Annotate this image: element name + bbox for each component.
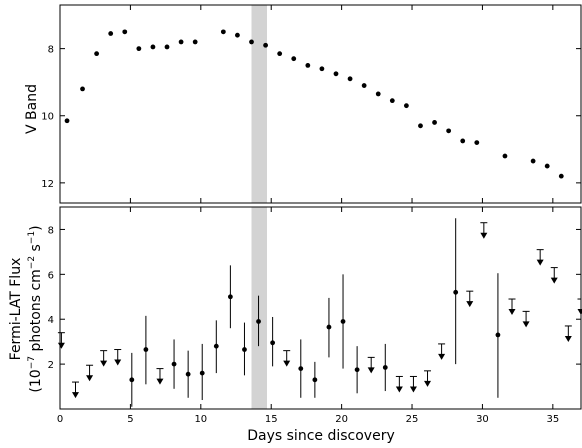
flux-point — [383, 365, 388, 370]
vband-point — [193, 40, 198, 45]
upper-limit-arrow — [438, 354, 445, 360]
vband-point — [404, 103, 409, 108]
flux-x-tick-label: 0 — [57, 414, 63, 425]
upper-limit-arrow — [283, 361, 290, 367]
vband-point — [165, 45, 170, 50]
flux-point — [327, 325, 332, 330]
flux-point — [496, 333, 501, 338]
vband-point — [390, 98, 395, 103]
flux-x-tick-label: 5 — [127, 414, 133, 425]
vband-point — [446, 128, 451, 133]
vband-plot-frame — [60, 5, 581, 203]
upper-limit-arrow — [523, 321, 530, 327]
flux-x-tick-label: 15 — [265, 414, 278, 425]
vband-point — [376, 92, 381, 97]
flux-point — [355, 367, 360, 372]
vband-point — [108, 31, 113, 36]
vband-point — [305, 63, 310, 68]
vband-point — [277, 51, 282, 56]
vband-point — [348, 76, 353, 81]
upper-limit-arrow — [565, 336, 572, 342]
flux-y-tick-label: 4 — [48, 315, 54, 326]
vband-point — [531, 159, 536, 164]
vband-point — [179, 40, 184, 45]
shaded-band-top — [252, 5, 267, 203]
flux-point — [341, 319, 346, 324]
upper-limit-arrow — [58, 343, 65, 349]
vband-point — [460, 139, 465, 144]
upper-limit-arrow — [114, 360, 121, 366]
flux-y-tick-label: 8 — [48, 225, 54, 236]
flux-point — [312, 377, 317, 382]
vband-point — [432, 120, 437, 125]
flux-panel: 2 4 6 8 0 5 10 15 20 25 30 35 — [48, 207, 582, 425]
flux-point — [228, 294, 233, 299]
upper-limit-arrow — [480, 233, 487, 239]
flux-point — [242, 347, 247, 352]
flux-x-tick-label: 25 — [406, 414, 419, 425]
flux-x-tick-label: 10 — [194, 414, 207, 425]
flux-y-tick-label: 2 — [48, 360, 54, 371]
upper-limit-arrow — [509, 309, 516, 315]
upper-limit-arrow — [100, 361, 107, 367]
flux-point — [453, 290, 458, 295]
shaded-band-bottom — [252, 207, 267, 409]
upper-limit-arrow — [86, 375, 93, 381]
vband-point — [263, 43, 268, 48]
vband-point — [362, 83, 367, 88]
upper-limit-arrow — [72, 392, 79, 398]
upper-limit-arrow — [396, 386, 403, 392]
flux-point — [270, 340, 275, 345]
flux-axis-unit-label: (10−7 photons cm−2 s−1) — [27, 225, 44, 392]
flux-x-tick-label: 20 — [335, 414, 348, 425]
vband-point — [122, 29, 127, 34]
x-axis-label: Days since discovery — [247, 428, 394, 444]
vband-panel: 8 10 12 — [41, 5, 581, 203]
vband-point — [249, 40, 254, 45]
flux-point — [256, 319, 261, 324]
vband-point — [65, 118, 70, 123]
flux-point — [214, 344, 219, 349]
flux-point — [143, 347, 148, 352]
vband-point — [334, 71, 339, 76]
flux-point — [129, 377, 134, 382]
upper-limit-arrow — [410, 386, 417, 392]
vband-point — [418, 123, 423, 128]
vband-point — [503, 154, 508, 159]
upper-limit-arrow — [466, 301, 473, 307]
vband-point — [221, 29, 226, 34]
vband-point — [235, 33, 240, 38]
vband-point — [474, 140, 479, 145]
upper-limit-arrow — [424, 381, 431, 387]
upper-limit-arrow — [551, 278, 558, 284]
vband-point — [559, 174, 564, 179]
vband-point — [151, 45, 156, 50]
vband-point — [94, 51, 99, 56]
vband-point — [80, 86, 85, 91]
vband-y-tick-label: 12 — [41, 179, 54, 190]
flux-point — [186, 372, 191, 377]
vband-y-tick-label: 8 — [48, 45, 54, 56]
upper-limit-arrow — [156, 379, 163, 385]
flux-axis-label: Fermi-LAT Flux — [8, 258, 24, 361]
flux-x-tick-label: 30 — [476, 414, 489, 425]
flux-point — [172, 362, 177, 367]
vband-point — [320, 66, 325, 71]
vband-point — [136, 46, 141, 51]
flux-x-tick-label: 35 — [546, 414, 559, 425]
vband-point — [291, 56, 296, 61]
upper-limit-arrow — [368, 367, 375, 373]
vband-axis-label: V Band — [24, 84, 40, 134]
flux-plot-frame — [60, 207, 581, 409]
upper-limit-arrow — [578, 309, 582, 315]
vband-y-tick-label: 10 — [41, 112, 54, 123]
flux-point — [200, 371, 205, 376]
upper-limit-arrow — [537, 260, 544, 266]
flux-y-tick-label: 6 — [48, 270, 54, 281]
flux-point — [298, 366, 303, 371]
vband-point — [545, 164, 550, 169]
